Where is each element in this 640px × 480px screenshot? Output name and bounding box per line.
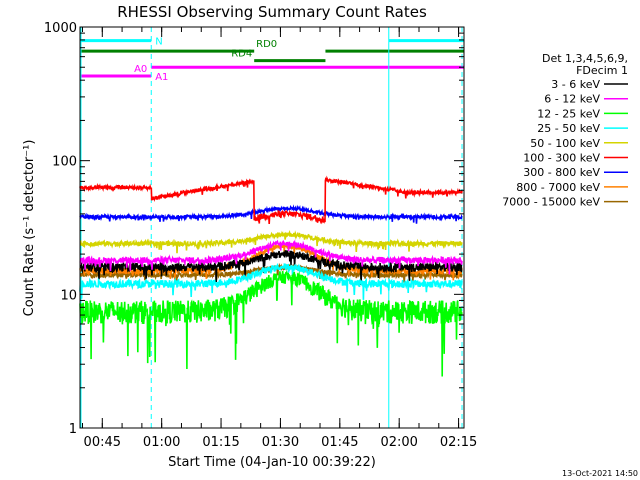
series-line-6-12kev (79, 239, 463, 275)
chart-title: RHESSI Observing Summary Count Rates (117, 3, 427, 21)
x-tick-label: 02:00 (380, 435, 417, 450)
plot-frame (79, 26, 465, 429)
legend-header: FDecim 1 (576, 64, 628, 77)
legend-entry-label: 50 - 100 keV (530, 137, 600, 150)
state-bar-label: N (155, 37, 162, 48)
state-bars: N RD0 RD4 A0 A1 (80, 37, 464, 83)
state-bar-label: RD0 (256, 39, 277, 50)
series-line-50-100kev (79, 230, 463, 254)
legend-entry-label: 6 - 12 keV (544, 93, 600, 106)
x-tick-label: 00:45 (84, 435, 121, 450)
legend-entry-label: 25 - 50 keV (537, 122, 600, 135)
y-axis: 1 10 100 1000 (44, 21, 464, 437)
state-bar-label: A1 (155, 72, 168, 83)
series-line-3-6kev (79, 249, 463, 286)
legend-entry-label: 7000 - 15000 keV (502, 196, 600, 209)
footer-timestamp: 13-Oct-2021 14:50 (562, 469, 638, 478)
legend-header: Det 1,3,4,5,6,9, (542, 52, 628, 65)
x-tick-label: 01:30 (262, 435, 299, 450)
y-axis-label: Count Rate (s⁻¹ detector⁻¹) (22, 140, 37, 317)
y-tick-label: 10 (60, 288, 77, 303)
legend-entry-label: 800 - 7000 keV (516, 181, 600, 194)
vertical-markers (80, 27, 463, 428)
state-bar-label: A0 (134, 64, 147, 75)
legend-entry-label: 300 - 800 keV (523, 166, 600, 179)
legend-entry-label: 12 - 25 keV (537, 107, 600, 120)
y-tick-label: 100 (52, 155, 77, 170)
state-bar-label: RD4 (231, 49, 252, 60)
legend-entry-label: 3 - 6 keV (551, 78, 600, 91)
y-tick-label: 1000 (44, 21, 77, 36)
series-line-100-300kev (79, 175, 463, 225)
series-lines (79, 175, 463, 377)
series-line-300-800kev (79, 204, 463, 224)
x-tick-label: 01:00 (143, 435, 180, 450)
y-tick-label: 1 (69, 422, 77, 437)
x-tick-label: 02:15 (440, 435, 477, 450)
legend: Det 1,3,4,5,6,9,FDecim 13 - 6 keV 6 - 12 … (502, 52, 628, 209)
x-tick-label: 01:15 (202, 435, 239, 450)
x-axis-label: Start Time (04-Jan-10 00:39:22) (168, 455, 376, 470)
series-line-12-25kev (79, 270, 463, 377)
legend-entry-label: 100 - 300 keV (523, 152, 600, 165)
series-line-25-50kev (79, 262, 463, 300)
x-axis: 00:45 01:00 01:15 01:30 01:45 02:00 02:15 (81, 27, 477, 450)
x-tick-label: 01:45 (321, 435, 358, 450)
